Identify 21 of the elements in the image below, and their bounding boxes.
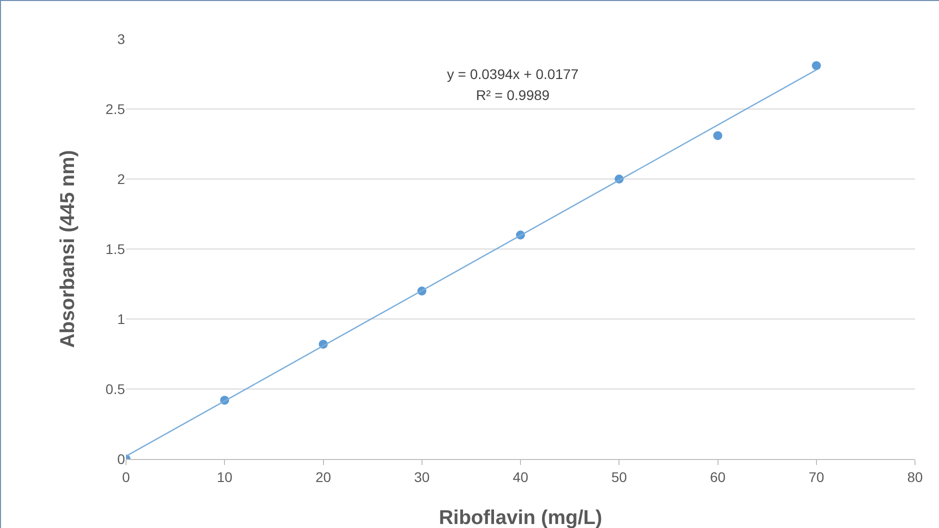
x-tick-label: 10: [216, 468, 233, 485]
x-tick-label: 40: [512, 468, 528, 485]
y-tick-label: 2: [117, 170, 126, 187]
annotation: y = 0.0394x + 0.0177: [447, 66, 579, 82]
x-axis-title: Riboflavin (mg/L): [438, 507, 602, 528]
annotation: R² = 0.9989: [476, 87, 550, 103]
x-tick-label: 70: [808, 468, 824, 485]
y-tick-label: 0: [117, 450, 126, 467]
y-tick-label: 1.5: [106, 240, 126, 257]
y-tick-label: 1: [117, 310, 126, 327]
x-tick-label: 30: [414, 468, 430, 485]
point: [713, 131, 722, 140]
x-tick-label: 50: [611, 468, 628, 485]
x-tick-label: 80: [907, 468, 923, 485]
x-tick-label: 20: [315, 468, 332, 485]
y-tick-label: 0.5: [106, 380, 126, 397]
y-tick-label: 2.5: [106, 100, 126, 117]
y-axis-title: Absorbansi (445 nm): [57, 150, 80, 348]
y-tick-label: 3: [117, 30, 126, 47]
point: [812, 61, 821, 70]
x-tick-label: 60: [710, 468, 726, 485]
